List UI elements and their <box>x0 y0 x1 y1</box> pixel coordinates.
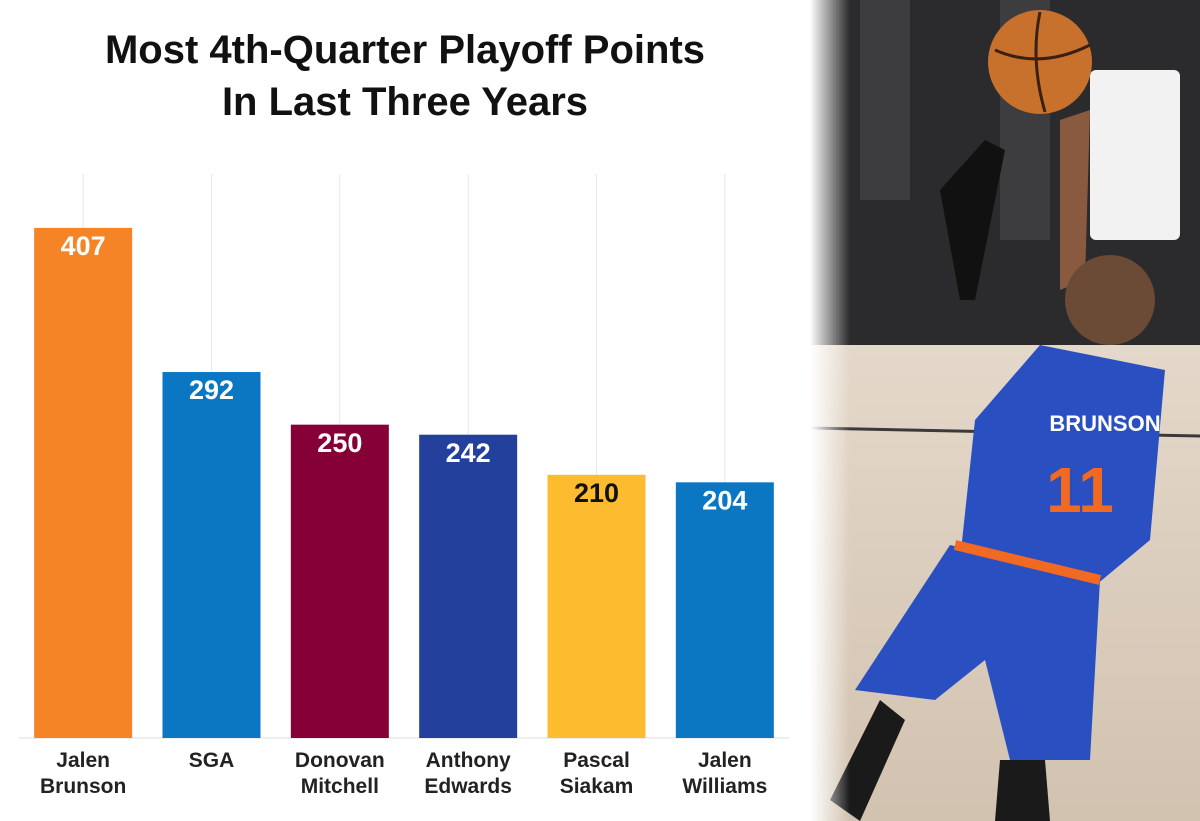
value-label: 210 <box>574 478 619 508</box>
photo: BRUNSON 11 <box>809 0 1200 821</box>
value-label: 204 <box>702 485 747 515</box>
chart-title: In Last Three Years <box>221 80 589 124</box>
svg-text:11: 11 <box>1046 454 1114 526</box>
value-label: 292 <box>189 375 234 405</box>
x-tick-label: Jalen Williams <box>682 749 768 798</box>
bar <box>290 424 389 738</box>
bar <box>34 227 133 739</box>
x-tick-label: Jalen Brunson <box>39 749 127 798</box>
value-label: 242 <box>446 438 491 468</box>
bar <box>162 372 261 738</box>
svg-text:BRUNSON: BRUNSON <box>1049 411 1160 436</box>
value-label: 250 <box>317 428 362 458</box>
x-tick-label: SGA <box>188 749 235 772</box>
x-tick-label: Pascal Siakam <box>559 749 634 798</box>
x-tick-label: Anthony Edwards <box>424 749 512 798</box>
bar <box>419 434 518 738</box>
bar <box>675 482 774 738</box>
x-tick-label: Donovan Mitchell <box>294 749 385 798</box>
chart-title: Most 4th-Quarter Playoff Points <box>104 28 706 72</box>
value-label: 407 <box>61 231 106 261</box>
bar <box>547 474 646 738</box>
plot: 407 292 250 242 210 204 <box>19 174 789 739</box>
